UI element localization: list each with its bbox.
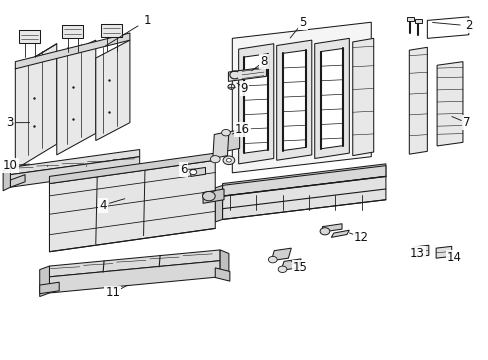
- Text: 16: 16: [234, 123, 249, 136]
- Polygon shape: [15, 33, 130, 69]
- Polygon shape: [62, 25, 83, 39]
- Polygon shape: [238, 44, 273, 164]
- Polygon shape: [244, 54, 267, 153]
- Circle shape: [210, 156, 220, 163]
- Text: 6: 6: [180, 163, 187, 176]
- Polygon shape: [203, 189, 224, 203]
- Polygon shape: [215, 185, 222, 222]
- Circle shape: [223, 156, 234, 165]
- Text: 1: 1: [143, 14, 150, 27]
- Circle shape: [278, 266, 286, 273]
- Circle shape: [268, 256, 277, 263]
- Polygon shape: [215, 268, 229, 281]
- Polygon shape: [408, 47, 427, 154]
- Polygon shape: [3, 167, 10, 191]
- Polygon shape: [96, 40, 130, 140]
- Text: 14: 14: [446, 251, 461, 264]
- Polygon shape: [40, 282, 59, 294]
- Polygon shape: [282, 50, 305, 150]
- Polygon shape: [232, 22, 370, 173]
- Polygon shape: [49, 160, 215, 252]
- Text: 10: 10: [3, 159, 18, 172]
- Text: 15: 15: [292, 261, 307, 274]
- Bar: [414, 19, 421, 23]
- Polygon shape: [228, 67, 266, 81]
- Text: 12: 12: [353, 231, 368, 244]
- Polygon shape: [435, 246, 451, 258]
- Polygon shape: [10, 157, 140, 187]
- Polygon shape: [10, 149, 140, 175]
- Polygon shape: [352, 39, 373, 156]
- Text: 4: 4: [99, 199, 106, 212]
- Polygon shape: [412, 245, 428, 257]
- Polygon shape: [222, 176, 385, 220]
- Polygon shape: [224, 130, 239, 151]
- Polygon shape: [20, 30, 41, 43]
- Polygon shape: [220, 250, 228, 280]
- Circle shape: [221, 130, 230, 136]
- Text: 5: 5: [299, 16, 306, 29]
- Circle shape: [320, 228, 329, 235]
- Polygon shape: [10, 175, 25, 187]
- Text: 13: 13: [409, 247, 424, 260]
- Polygon shape: [320, 48, 343, 149]
- Polygon shape: [49, 153, 215, 184]
- Circle shape: [202, 192, 215, 201]
- Circle shape: [189, 170, 196, 175]
- Text: 9: 9: [240, 82, 248, 95]
- Polygon shape: [281, 259, 301, 270]
- Polygon shape: [436, 62, 462, 146]
- Polygon shape: [222, 164, 385, 196]
- Polygon shape: [222, 166, 385, 196]
- Polygon shape: [212, 132, 228, 158]
- Polygon shape: [190, 167, 205, 176]
- Text: 8: 8: [260, 55, 267, 68]
- Polygon shape: [15, 44, 57, 169]
- Text: 11: 11: [105, 287, 120, 300]
- Circle shape: [227, 84, 234, 89]
- Polygon shape: [322, 224, 341, 232]
- Text: 7: 7: [462, 116, 469, 129]
- Polygon shape: [40, 266, 49, 297]
- Polygon shape: [49, 250, 220, 277]
- Polygon shape: [314, 39, 348, 158]
- Text: 2: 2: [464, 19, 471, 32]
- Polygon shape: [49, 261, 220, 293]
- Circle shape: [226, 158, 231, 162]
- Polygon shape: [271, 248, 291, 261]
- Polygon shape: [276, 40, 311, 160]
- Bar: [406, 17, 413, 21]
- Polygon shape: [330, 230, 348, 237]
- Polygon shape: [57, 40, 96, 155]
- Text: 3: 3: [6, 116, 13, 129]
- Polygon shape: [101, 24, 122, 37]
